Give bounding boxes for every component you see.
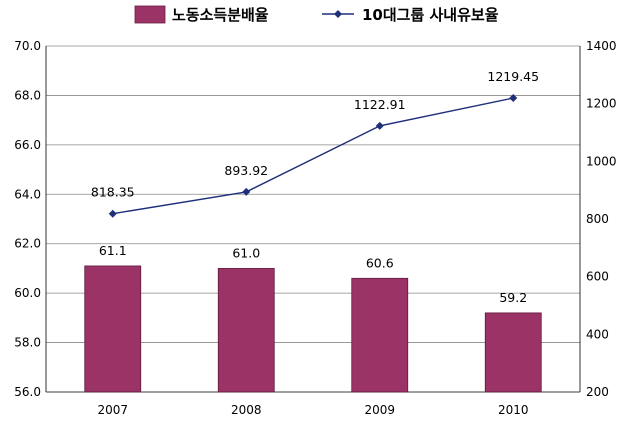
- plot-area: 56.0 58.0 60.0 62.0 64.0 66.0 68.0 70.0 200 400 60…: [14, 39, 616, 417]
- legend-label-labor-share: 노동소득분배율: [172, 6, 269, 24]
- bar-data-label: 59.2: [499, 290, 527, 305]
- line-point: [108, 209, 117, 218]
- y-left-tick-label: 66.0: [14, 138, 41, 152]
- y-left-tick-label: 56.0: [14, 385, 41, 399]
- x-tick-label: 2007: [97, 403, 128, 417]
- y-right-tick-label: 1400: [586, 39, 617, 53]
- line-data-label: 1122.91: [354, 97, 406, 112]
- y-right-tick-label: 600: [586, 270, 609, 284]
- y-left-tick-label: 68.0: [14, 88, 41, 102]
- line-point: [509, 94, 518, 103]
- y-left-tick-label: 62.0: [14, 237, 41, 251]
- legend-marker-retention: [334, 10, 342, 18]
- y-right-tick-label: 200: [586, 385, 609, 399]
- line-data-label: 1219.45: [487, 69, 539, 84]
- bar-data-label: 61.0: [232, 245, 260, 260]
- y-right-tick-label: 400: [586, 327, 609, 341]
- legend-label-retention: 10대그룹 사내유보율: [362, 6, 499, 24]
- y-right-tick-label: 800: [586, 212, 609, 226]
- legend: 노동소득분배율 10대그룹 사내유보율: [134, 5, 499, 24]
- bar-data-label: 60.6: [366, 255, 394, 270]
- bar: [351, 277, 409, 393]
- line-data-label: 893.92: [224, 163, 268, 178]
- line-point: [242, 187, 251, 196]
- bar-data-label: 61.1: [99, 243, 127, 258]
- y-left-tick-label: 58.0: [14, 336, 41, 350]
- y-right-tick-label: 1200: [586, 97, 617, 111]
- y-left-tick-label: 70.0: [14, 39, 41, 53]
- y-left-tick-label: 64.0: [14, 187, 41, 201]
- line-point: [375, 121, 384, 130]
- bar: [84, 265, 142, 393]
- x-tick-label: 2010: [498, 403, 529, 417]
- x-tick-label: 2008: [231, 403, 262, 417]
- bar: [484, 312, 542, 393]
- legend-swatch-labor-share: [134, 5, 166, 24]
- line-series: [112, 97, 514, 215]
- x-tick-label: 2009: [364, 403, 395, 417]
- bar: [217, 268, 275, 393]
- y-left-tick-label: 60.0: [14, 286, 41, 300]
- line-data-label: 818.35: [91, 185, 135, 200]
- y-right-tick-label: 1000: [586, 154, 617, 168]
